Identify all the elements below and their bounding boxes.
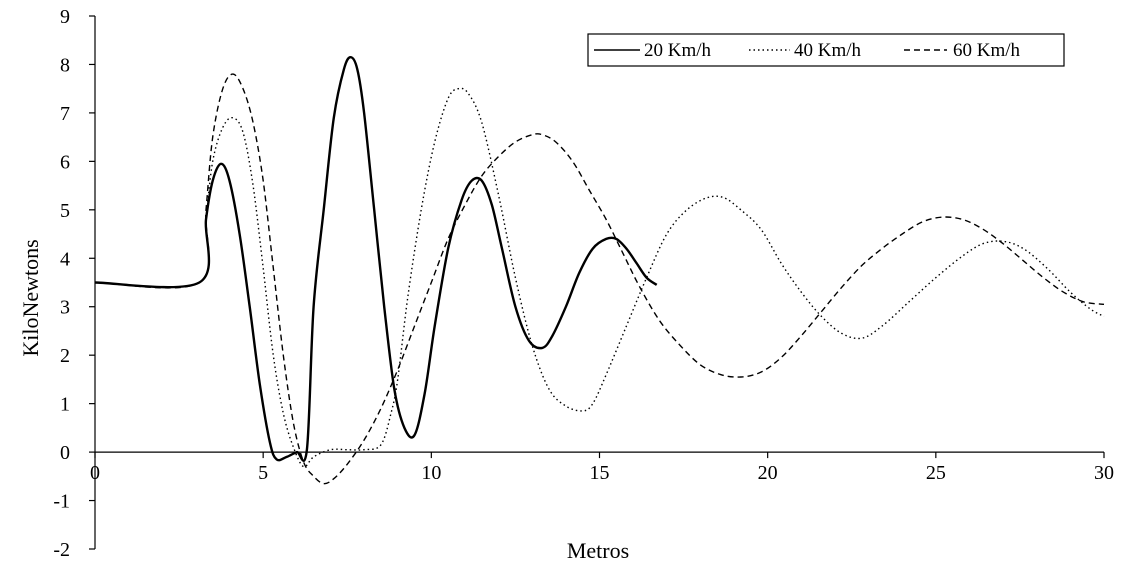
x-tick-label: 25: [926, 462, 946, 484]
y-tick-label: 6: [60, 151, 70, 173]
y-tick-label: 5: [60, 200, 70, 222]
legend-box: [587, 33, 1065, 67]
x-tick-label: 10: [421, 462, 441, 484]
y-tick-label: -1: [53, 491, 70, 513]
y-tick-label: 8: [60, 54, 70, 76]
y-axis-ticks: -2 -1 0 1 2 3 4 5 6 7 8 9: [53, 6, 95, 561]
x-tick-label: 30: [1094, 462, 1114, 484]
series-line-20-km-h: [94, 55, 658, 462]
legend-label: 40 Km/h: [794, 40, 862, 61]
x-tick-label: 5: [258, 462, 268, 484]
x-tick-label: 15: [590, 462, 610, 484]
y-axis-title: KiloNewtons: [18, 239, 43, 356]
y-tick-label: 4: [60, 248, 70, 270]
y-tick-label: 2: [60, 345, 70, 367]
series-layer: [94, 55, 1105, 485]
x-axis-ticks: 0 5 10 15 20 25 30: [90, 452, 1114, 484]
y-tick-label: 9: [60, 6, 70, 28]
series-line-40-km-h: [94, 87, 1105, 468]
y-tick-label: 7: [60, 103, 70, 125]
legend-label: 20 Km/h: [644, 40, 712, 61]
y-tick-label: 3: [60, 297, 70, 319]
series-line-60-km-h: [94, 73, 1105, 485]
x-axis-title: Metros: [567, 538, 629, 563]
y-tick-label: 0: [60, 442, 70, 464]
y-tick-label: -2: [53, 539, 70, 561]
y-tick-label: 1: [60, 394, 70, 416]
x-tick-label: 20: [758, 462, 778, 484]
legend-label: 60 Km/h: [953, 40, 1021, 61]
legend: 20 Km/h 40 Km/h 60 Km/h: [587, 33, 1065, 67]
